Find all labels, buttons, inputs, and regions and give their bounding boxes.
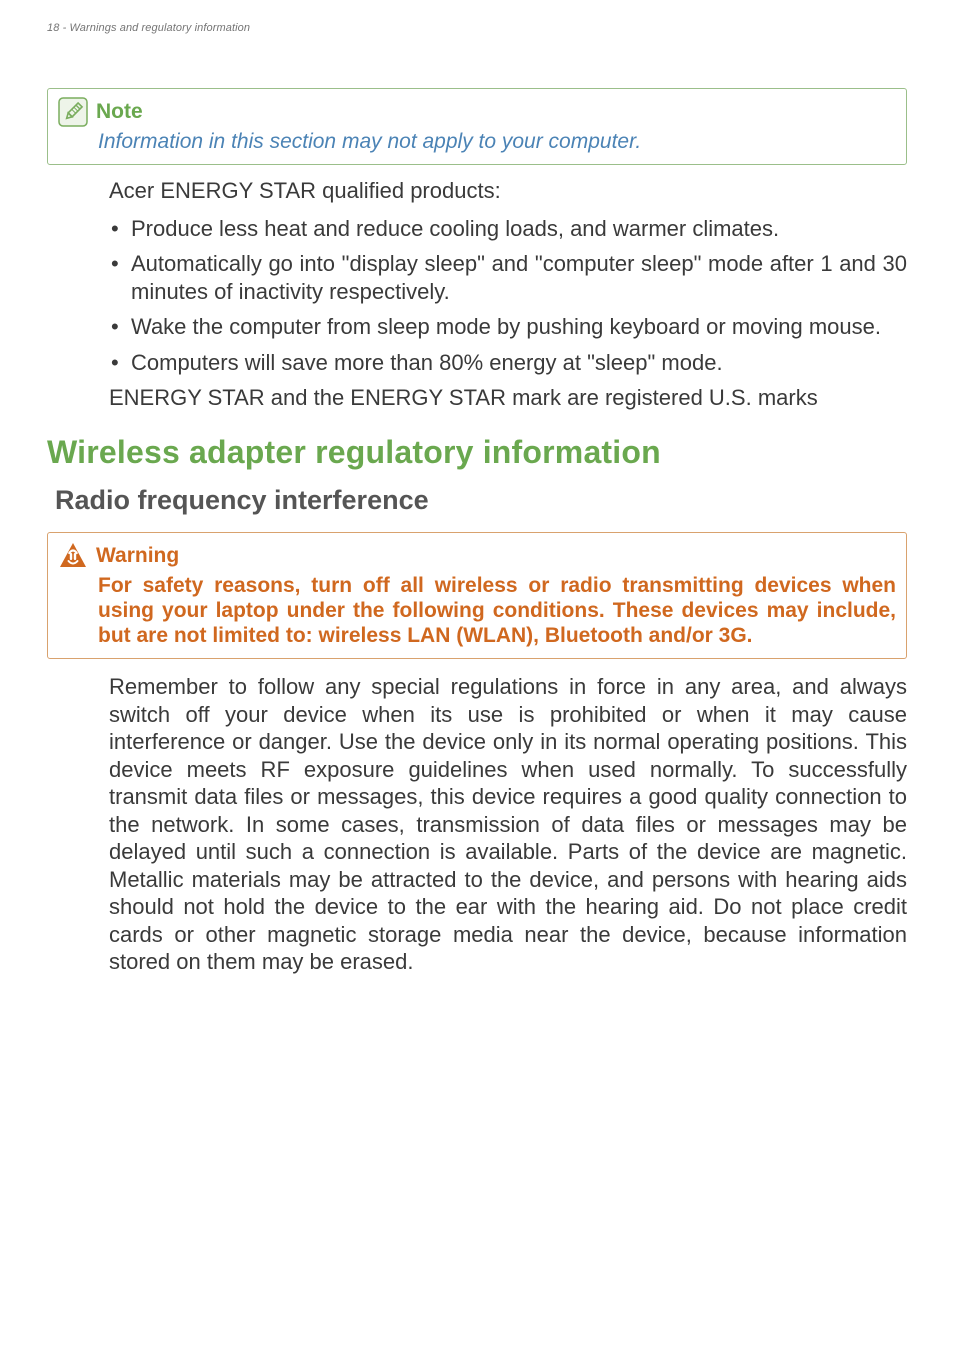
main-paragraph: Remember to follow any special regulatio… <box>109 673 907 976</box>
after-bullets-text: ENERGY STAR and the ENERGY STAR mark are… <box>109 384 907 412</box>
warning-callout: Warning For safety reasons, turn off all… <box>47 532 907 660</box>
note-body: Information in this section may not appl… <box>98 129 896 154</box>
section-heading: Wireless adapter regulatory information <box>47 434 907 471</box>
list-item: Computers will save more than 80% energy… <box>109 349 907 377</box>
content-block-2: Remember to follow any special regulatio… <box>109 673 907 976</box>
intro-line: Acer ENERGY STAR qualified products: <box>109 177 907 205</box>
warning-icon <box>58 541 88 571</box>
warning-head: Warning <box>58 541 896 571</box>
bullet-list: Produce less heat and reduce cooling loa… <box>109 215 907 377</box>
warning-title: Warning <box>96 543 179 568</box>
note-head: Note <box>58 97 896 127</box>
list-item: Produce less heat and reduce cooling loa… <box>109 215 907 243</box>
subsection-heading: Radio frequency interference <box>55 485 907 516</box>
pencil-note-icon <box>58 97 88 127</box>
list-item: Wake the computer from sleep mode by pus… <box>109 313 907 341</box>
warning-body: For safety reasons, turn off all wireles… <box>98 573 896 649</box>
note-title: Note <box>96 99 143 124</box>
note-callout: Note Information in this section may not… <box>47 88 907 165</box>
list-item: Automatically go into "display sleep" an… <box>109 250 907 305</box>
content-block-1: Acer ENERGY STAR qualified products: Pro… <box>109 177 907 412</box>
page-header: 18 - Warnings and regulatory information <box>47 22 907 34</box>
